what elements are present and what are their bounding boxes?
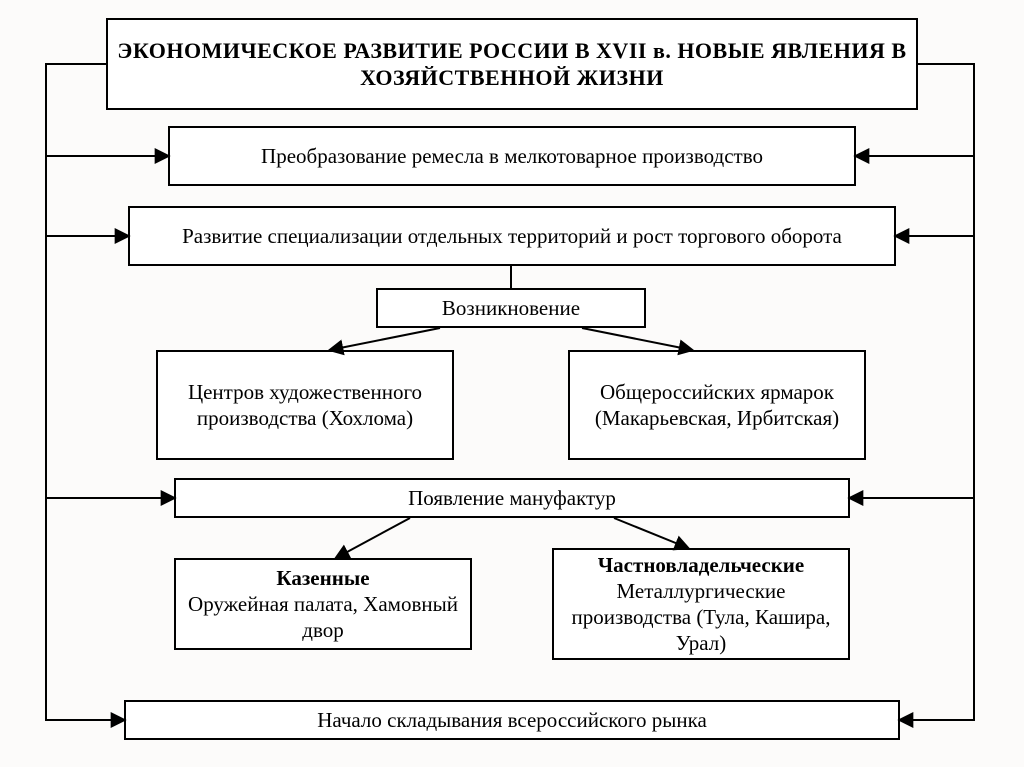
box-manufactories-text: Появление мануфактур [408, 485, 616, 511]
box-specialization: Развитие специализации отдельных террито… [128, 206, 896, 266]
box-emergence-text: Возникновение [442, 295, 580, 321]
connectors [0, 0, 1024, 767]
box-private-rest: Металлургические производства (Тула, Каш… [562, 578, 840, 657]
box-private: Частновладельческие Металлургические про… [552, 548, 850, 660]
box-crafts-text: Преобразование ремесла в мелкотоварное п… [261, 143, 763, 169]
box-art-centers: Центров художественного производства (Хо… [156, 350, 454, 460]
box-private-bold: Частновладельческие [598, 552, 804, 578]
box-art-centers-text: Центров художественного производства (Хо… [166, 379, 444, 432]
title-box: ЭКОНОМИЧЕСКОЕ РАЗВИТИЕ РОССИИ В XVII в. … [106, 18, 918, 110]
box-fairs: Общероссийских ярмарок (Макарьевская, Ир… [568, 350, 866, 460]
box-crafts: Преобразование ремесла в мелкотоварное п… [168, 126, 856, 186]
box-national-market-text: Начало складывания всероссийского рынка [317, 707, 707, 733]
box-state-owned-bold: Казенные [276, 565, 369, 591]
box-manufactories: Появление мануфактур [174, 478, 850, 518]
diagram-stage: ЭКОНОМИЧЕСКОЕ РАЗВИТИЕ РОССИИ В XVII в. … [0, 0, 1024, 767]
box-state-owned: Казенные Оружейная палата, Хамовный двор [174, 558, 472, 650]
box-state-owned-rest: Оружейная палата, Хамовный двор [184, 591, 462, 644]
box-fairs-text: Общероссийских ярмарок (Макарьевская, Ир… [578, 379, 856, 432]
box-emergence: Возникновение [376, 288, 646, 328]
box-national-market: Начало складывания всероссийского рынка [124, 700, 900, 740]
title-text: ЭКОНОМИЧЕСКОЕ РАЗВИТИЕ РОССИИ В XVII в. … [116, 37, 908, 92]
box-specialization-text: Развитие специализации отдельных террито… [182, 223, 842, 249]
